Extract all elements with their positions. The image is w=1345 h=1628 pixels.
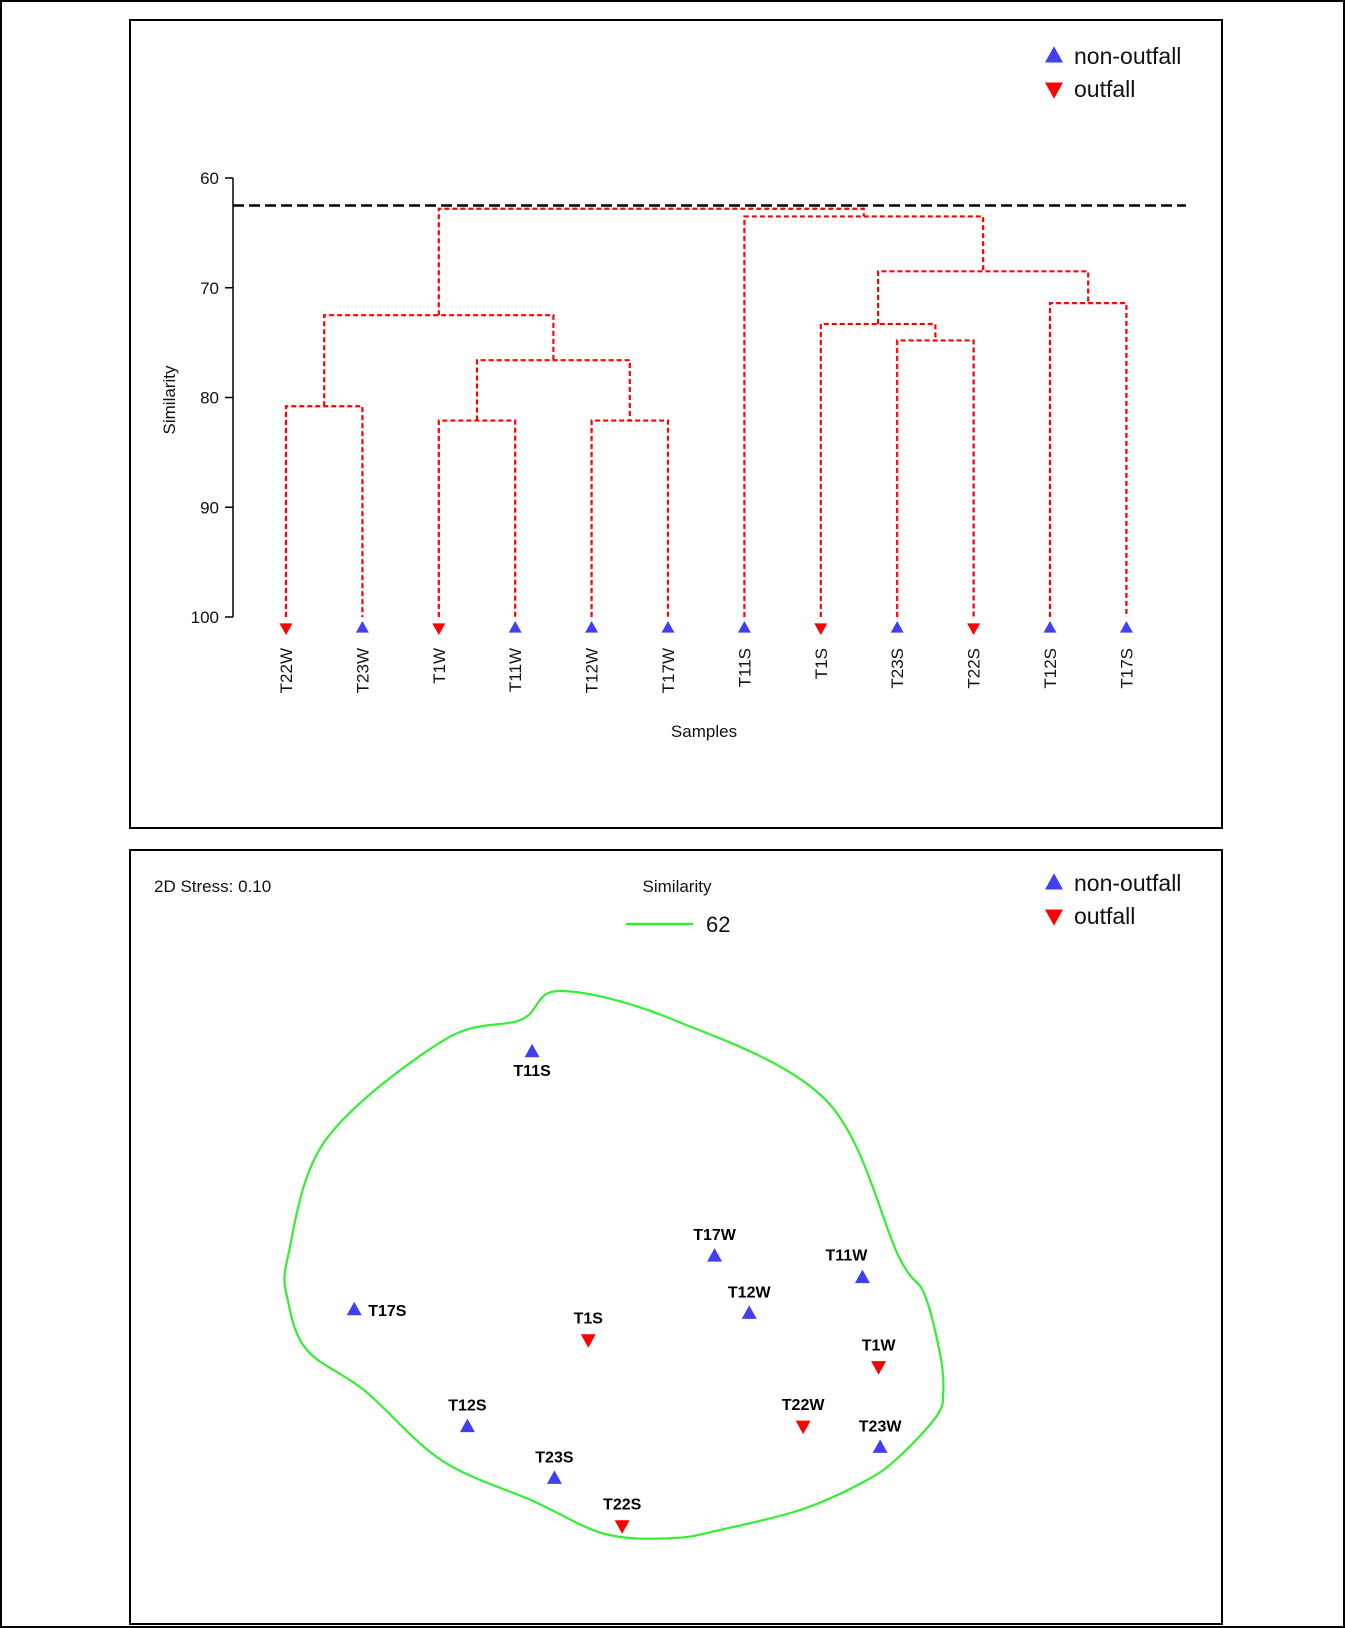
point-marker-T1W bbox=[871, 1361, 887, 1375]
dendrogram-links bbox=[284, 207, 1128, 617]
dendrogram-link-8 bbox=[1048, 302, 1128, 617]
mds-legend: non-outfall outfall bbox=[1045, 870, 1181, 929]
legend-triangle-down-icon bbox=[1045, 909, 1063, 926]
legend-triangle-down-icon bbox=[1045, 82, 1063, 99]
leaf-marker-T22S bbox=[967, 623, 981, 636]
dendrogram-link-11 bbox=[437, 207, 865, 316]
leaf-marker-T12W bbox=[585, 620, 599, 633]
legend-label-outfall: outfall bbox=[1074, 903, 1135, 929]
point-label-T12S: T12S bbox=[448, 1398, 487, 1415]
mds-points: T11S T17W T11W T17S T12W T1S T1W T12S T22W T23W T2… bbox=[346, 1043, 903, 1534]
leaf-label-T12W: T12W bbox=[583, 648, 602, 693]
dendrogram-link-3 bbox=[590, 419, 670, 617]
dendrogram-link-7 bbox=[819, 322, 937, 617]
leaf-marker-T1W bbox=[432, 623, 446, 636]
leaf-label-T1S: T1S bbox=[812, 648, 831, 679]
leaf-marker-T12S bbox=[1043, 620, 1057, 633]
leaf-marker-T23S bbox=[890, 620, 904, 633]
mds-panel: 2D Stress: 0.10 Similarity 62 T11ST17WT1… bbox=[129, 849, 1223, 1625]
y-tick-label: 100 bbox=[191, 608, 219, 627]
point-marker-T23W bbox=[872, 1439, 888, 1453]
y-tick-label: 60 bbox=[200, 169, 219, 188]
dendrogram-leaves: T22W T23W T1W T11W T12W T17W T11S T1S T23S T22S T1… bbox=[277, 620, 1136, 693]
point-marker-T12S bbox=[459, 1418, 475, 1433]
point-marker-T11S bbox=[524, 1043, 540, 1058]
point-label-T11W: T11W bbox=[826, 1248, 869, 1265]
leaf-marker-T11S bbox=[737, 620, 751, 633]
dendrogram-x-axis-label: Samples bbox=[671, 722, 737, 741]
leaf-label-T11S: T11S bbox=[735, 648, 754, 687]
dendrogram-link-9 bbox=[877, 270, 1090, 324]
leaf-marker-T22W bbox=[279, 623, 293, 636]
leaf-label-T17W: T17W bbox=[659, 648, 678, 693]
stress-label: 2D Stress: 0.10 bbox=[154, 877, 271, 896]
point-label-T23W: T23W bbox=[859, 1419, 903, 1436]
dendrogram-link-6 bbox=[896, 339, 975, 617]
leaf-label-T22S: T22S bbox=[965, 648, 984, 689]
leaf-label-T1W: T1W bbox=[430, 648, 449, 684]
leaf-label-T11W: T11W bbox=[506, 648, 525, 692]
dendrogram-link-10 bbox=[743, 215, 985, 617]
point-label-T12W: T12W bbox=[728, 1284, 772, 1301]
legend-triangle-up-icon bbox=[1045, 46, 1063, 63]
legend-label-outfall: outfall bbox=[1074, 76, 1135, 102]
leaf-label-T22W: T22W bbox=[277, 648, 296, 693]
contour-legend-value: 62 bbox=[706, 912, 730, 937]
point-label-T22W: T22W bbox=[782, 1397, 826, 1414]
leaf-marker-T1S bbox=[814, 623, 828, 636]
point-marker-T17W bbox=[707, 1248, 723, 1262]
point-label-T1W: T1W bbox=[862, 1337, 897, 1354]
dendrogram-frame bbox=[129, 19, 1223, 829]
legend-label-non-outfall: non-outfall bbox=[1074, 870, 1181, 896]
dendrogram-link-4 bbox=[475, 359, 631, 421]
dendrogram-legend: non-outfall outfall bbox=[1045, 43, 1181, 102]
legend-triangle-up-icon bbox=[1045, 873, 1063, 890]
mds-frame bbox=[129, 849, 1223, 1625]
leaf-marker-T17S bbox=[1119, 620, 1133, 633]
point-label-T17W: T17W bbox=[693, 1227, 737, 1244]
point-marker-T12W bbox=[741, 1305, 757, 1319]
leaf-label-T17S: T17S bbox=[1117, 648, 1136, 689]
y-tick-label: 70 bbox=[200, 279, 219, 298]
dendrogram-link-1 bbox=[284, 405, 364, 617]
similarity-62-contour bbox=[283, 989, 945, 1540]
leaf-marker-T17W bbox=[661, 620, 675, 633]
point-marker-T23S bbox=[546, 1470, 562, 1484]
leaf-label-T23W: T23W bbox=[353, 648, 372, 693]
leaf-marker-T23W bbox=[355, 620, 369, 633]
legend-label-non-outfall: non-outfall bbox=[1074, 43, 1181, 69]
y-tick-label: 90 bbox=[200, 498, 219, 517]
point-label-T22S: T22S bbox=[603, 1497, 642, 1514]
point-marker-T22W bbox=[795, 1420, 811, 1435]
point-marker-T22S bbox=[614, 1520, 630, 1534]
leaf-marker-T11W bbox=[508, 620, 522, 633]
point-marker-T17S bbox=[346, 1301, 362, 1316]
leaf-label-T23S: T23S bbox=[888, 648, 907, 689]
point-marker-T11W bbox=[854, 1269, 870, 1284]
leaf-label-T12S: T12S bbox=[1041, 648, 1060, 689]
dendrogram-link-5 bbox=[323, 314, 555, 407]
contour-legend-title: Similarity bbox=[643, 877, 712, 896]
point-label-T17S: T17S bbox=[368, 1303, 407, 1320]
point-label-T1S: T1S bbox=[574, 1311, 604, 1328]
point-label-T23S: T23S bbox=[535, 1450, 574, 1467]
dendrogram-link-2 bbox=[437, 419, 517, 617]
point-label-T11S: T11S bbox=[513, 1063, 551, 1080]
dendrogram-y-axis-label: Similarity bbox=[160, 365, 179, 434]
dendrogram-y-axis: 60 70 80 90 100 bbox=[191, 169, 234, 627]
point-marker-T1S bbox=[580, 1334, 596, 1348]
y-tick-label: 80 bbox=[200, 389, 219, 408]
